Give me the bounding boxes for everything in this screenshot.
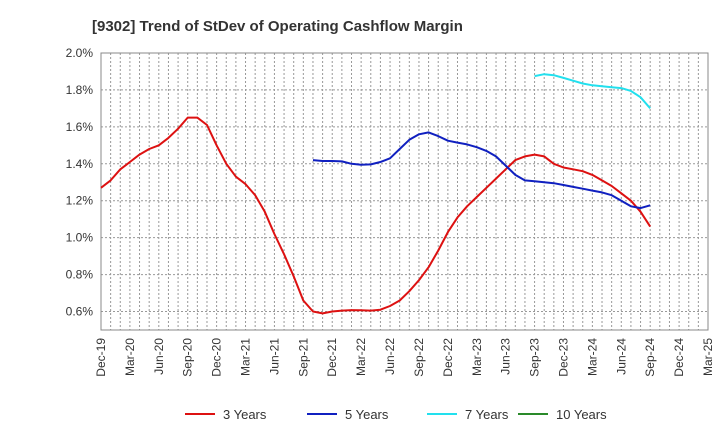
- y-tick-label: 0.8%: [66, 268, 94, 282]
- grid-layer: [101, 52, 708, 330]
- x-tick-label: Jun-20: [152, 338, 166, 375]
- y-tick-label: 2.0%: [66, 46, 94, 60]
- y-tick-label: 1.0%: [66, 231, 94, 245]
- y-tick-label: 1.6%: [66, 120, 94, 134]
- x-tick-label: Mar-25: [701, 338, 715, 376]
- y-tick-label: 1.2%: [66, 194, 94, 208]
- x-tick-label: Mar-21: [239, 338, 253, 376]
- chart-title: [9302] Trend of StDev of Operating Cashf…: [92, 18, 463, 35]
- x-tick-label: Sep-20: [181, 338, 195, 377]
- y-tick-label: 1.4%: [66, 157, 94, 171]
- y-axis: 0.6% 0.8% 1.0% 1.2% 1.4% 1.6% 1.8% 2.0%: [66, 46, 94, 319]
- series-line-3: [534, 73, 651, 110]
- x-tick-label: Mar-20: [123, 338, 137, 376]
- x-tick-label: Dec-23: [556, 338, 570, 377]
- x-tick-label: Mar-24: [585, 338, 599, 376]
- legend-label: 10 Years: [556, 407, 607, 422]
- x-tick-label: Jun-22: [383, 338, 397, 375]
- legend-label: 3 Years: [223, 407, 267, 422]
- x-tick-label: Sep-22: [412, 338, 426, 377]
- x-tick-label: Dec-21: [325, 338, 339, 377]
- series-line-1: [100, 116, 652, 315]
- x-axis: Dec-19 Mar-20 Jun-20 Sep-20 Dec-20 Mar-21 Jun-…: [94, 338, 715, 377]
- x-tick-label: Jun-24: [614, 338, 628, 375]
- x-tick-label: Dec-24: [672, 338, 686, 377]
- x-tick-label: Mar-23: [470, 338, 484, 376]
- y-tick-label: 1.8%: [66, 83, 94, 97]
- plot-frame: [100, 52, 709, 331]
- legend-label: 7 Years: [465, 407, 509, 422]
- x-tick-label: Dec-20: [210, 338, 224, 377]
- series-line-2: [312, 131, 651, 210]
- x-tick-label: Dec-22: [441, 338, 455, 377]
- x-tick-label: Sep-24: [643, 338, 657, 377]
- series-layer: [100, 73, 652, 315]
- x-tick-label: Mar-22: [354, 338, 368, 376]
- x-tick-label: Sep-23: [528, 338, 542, 377]
- legend-label: 5 Years: [345, 407, 389, 422]
- x-tick-label: Dec-19: [94, 338, 108, 377]
- legend: 3 Years 5 Years 7 Years 10 Years: [185, 407, 607, 422]
- x-tick-label: Jun-21: [267, 338, 281, 375]
- y-tick-label: 0.6%: [66, 305, 94, 319]
- x-tick-label: Sep-21: [296, 338, 310, 377]
- x-tick-label: Jun-23: [499, 338, 513, 375]
